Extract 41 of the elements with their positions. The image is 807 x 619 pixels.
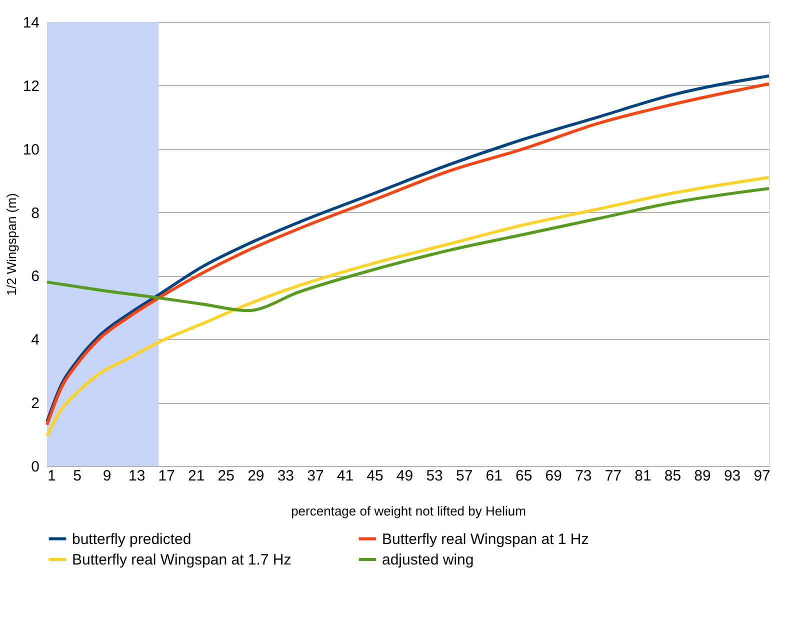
x-tick-label: 13 [128, 468, 146, 484]
y-tick-label: 8 [31, 204, 40, 222]
legend-label: Butterfly real Wingspan at 1 Hz [382, 530, 589, 548]
x-tick-label: 65 [516, 468, 532, 484]
x-tick-label: 97 [754, 468, 770, 484]
x-tick-label: 45 [366, 468, 384, 484]
x-tick-label: 29 [248, 468, 264, 484]
x-axis-title: percentage of weight not lifted by Helium [291, 504, 526, 518]
y-tick-label: 14 [22, 14, 40, 32]
x-tick-label: 17 [158, 468, 175, 484]
y-axis-title: 1/2 Wingspan (m) [4, 193, 19, 296]
y-tick-label: 10 [22, 141, 40, 158]
x-tick-label: 53 [426, 468, 443, 484]
x-tick-label: 49 [396, 468, 414, 484]
legend-label: adjusted wing [382, 552, 474, 568]
x-tick-label: 25 [218, 468, 234, 484]
y-tick-label: 6 [31, 268, 40, 286]
x-tick-label: 33 [277, 468, 294, 484]
x-tick-label: 57 [456, 468, 473, 484]
y-tick-label: 12 [22, 78, 40, 95]
x-tick-label: 21 [188, 468, 205, 484]
y-tick-label: 0 [31, 458, 40, 476]
line-series [46, 187, 770, 312]
x-tick-label: 73 [575, 468, 592, 484]
x-tick-label: 5 [73, 468, 82, 484]
x-tick-label: 81 [634, 468, 652, 484]
line-series [46, 176, 770, 438]
y-tick-label: 2 [31, 395, 40, 412]
legend-label: butterfly predicted [72, 530, 192, 548]
x-tick-label: 85 [664, 468, 682, 484]
x-tick-label: 9 [102, 468, 112, 484]
legend-label: Butterfly real Wingspan at 1.7 Hz [72, 552, 292, 568]
x-tick-label: 41 [336, 468, 354, 484]
x-tick-label: 69 [545, 468, 562, 484]
x-tick-label: 77 [604, 468, 622, 484]
x-tick-label: 93 [724, 468, 741, 484]
x-tick-label: 61 [486, 468, 502, 484]
x-tick-label: 89 [694, 468, 711, 484]
y-tick-label: 4 [31, 332, 40, 349]
x-tick-label: 1 [48, 468, 56, 484]
x-tick-label: 37 [307, 468, 324, 484]
